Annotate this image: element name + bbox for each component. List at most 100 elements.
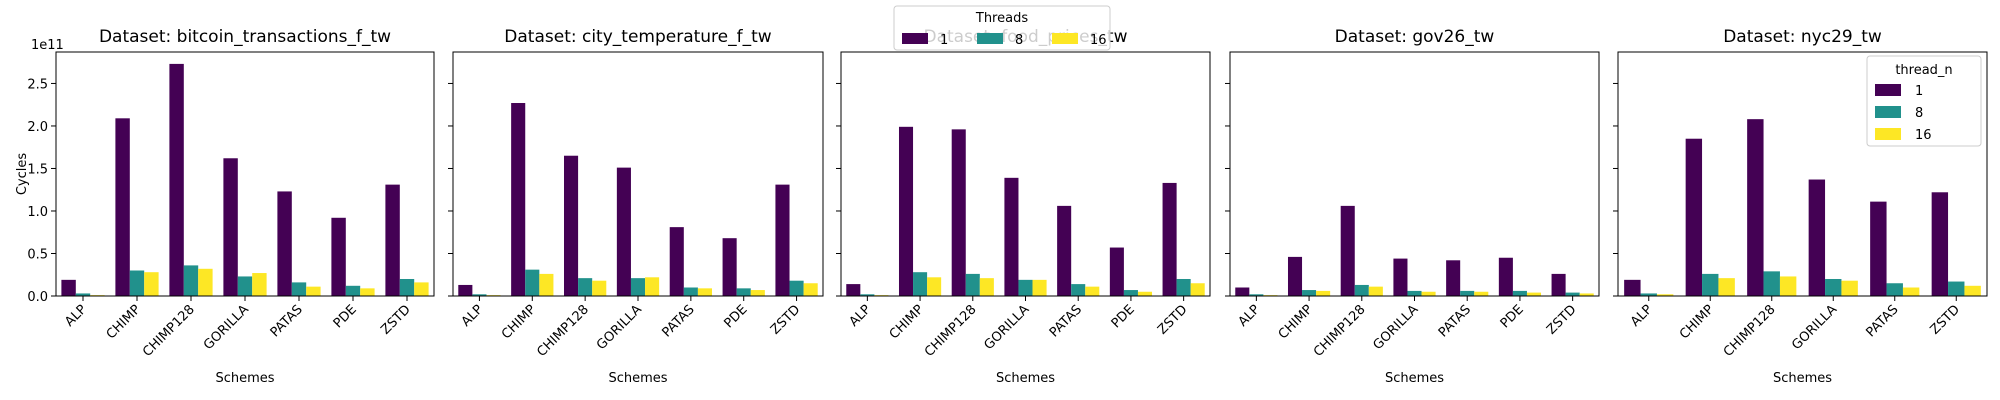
bar — [1109, 247, 1124, 296]
bar — [511, 103, 526, 296]
x-tick-label: PATAS — [1047, 302, 1085, 340]
bar — [1825, 278, 1842, 296]
bar — [144, 272, 159, 296]
bar — [1747, 119, 1764, 297]
x-axis-label: Schemes — [996, 371, 1055, 386]
legend-swatch — [1875, 84, 1901, 96]
legend-swatch — [1875, 128, 1901, 140]
bar — [1287, 256, 1303, 296]
x-tick-label: CHIMP128 — [534, 302, 592, 360]
bar — [951, 129, 966, 296]
legend-label: 1 — [940, 33, 948, 48]
bar — [736, 288, 751, 296]
bar — [472, 294, 487, 296]
bar — [1393, 258, 1408, 296]
bar — [1902, 287, 1920, 296]
subplot-title: Dataset: gov26_tw — [1335, 27, 1495, 47]
bar — [1137, 291, 1153, 296]
bar — [1249, 294, 1264, 296]
bar — [1656, 294, 1674, 296]
bar — [1841, 280, 1858, 296]
bar — [1474, 291, 1489, 296]
bar — [1176, 278, 1191, 296]
legend-label: 8 — [1015, 33, 1023, 48]
bar — [1779, 276, 1797, 296]
bar — [1808, 179, 1826, 296]
bar — [630, 278, 646, 296]
bar — [1302, 290, 1317, 296]
bar — [169, 63, 184, 297]
bar — [965, 273, 980, 296]
bar — [1085, 286, 1100, 296]
bar — [697, 288, 712, 296]
bar — [722, 238, 737, 296]
bar — [1763, 271, 1780, 296]
axes-frame — [1229, 51, 1600, 297]
x-tick-label: ALP — [1236, 302, 1264, 330]
bar — [1702, 273, 1719, 296]
bar — [578, 278, 593, 296]
x-tick-label: CHIMP128 — [1311, 302, 1369, 360]
bar — [927, 277, 942, 296]
bar — [616, 167, 631, 296]
bar — [399, 278, 415, 296]
axes-frame — [452, 51, 824, 297]
bar — [1446, 260, 1461, 296]
bar — [1624, 279, 1641, 296]
x-tick-label: CHIMP — [1276, 302, 1316, 342]
bar — [1162, 182, 1177, 296]
x-tick-label: ALP — [847, 302, 875, 330]
x-axis-label: Schemes — [215, 371, 274, 386]
axes-frame — [55, 51, 435, 297]
x-tick-label: ZSTD — [1928, 302, 1963, 337]
bar — [683, 287, 698, 296]
y-axis-label: Cycles — [15, 153, 30, 196]
x-tick-label: GORILLA — [201, 302, 252, 353]
x-tick-label: CHIMP128 — [922, 302, 980, 360]
x-tick-label: PDE — [721, 302, 750, 331]
x-tick-label: CHIMP128 — [1721, 302, 1779, 360]
bar — [1057, 205, 1072, 296]
global-legend: Threads 1 8 16 — [893, 5, 1111, 51]
bar — [1579, 293, 1594, 296]
bar — [360, 288, 375, 296]
bar — [458, 284, 473, 296]
bar — [1004, 177, 1019, 296]
bar — [237, 276, 253, 296]
axes-frame — [1617, 51, 1988, 297]
x-tick-label: PATAS — [660, 302, 698, 340]
bar — [61, 279, 76, 296]
bar — [860, 294, 875, 296]
bar — [331, 217, 346, 296]
bar — [414, 282, 429, 296]
bar — [252, 273, 267, 296]
y-offset-label: 1e11 — [31, 38, 64, 53]
x-tick-label: ZSTD — [1155, 302, 1190, 337]
bar — [1071, 284, 1086, 296]
x-tick-label: PATAS — [268, 302, 306, 340]
bar — [183, 265, 199, 296]
bar — [306, 286, 321, 296]
bar — [846, 284, 861, 296]
bar — [803, 283, 818, 296]
y-tick-label: 0.5 — [27, 247, 48, 262]
bar — [898, 126, 914, 296]
x-tick-label: GORILLA — [982, 302, 1033, 353]
bar — [1931, 192, 1949, 296]
bar — [775, 184, 790, 296]
x-tick-label: ALP — [1628, 302, 1656, 330]
y-tick-label: 0.0 — [27, 290, 48, 305]
y-tick-label: 2.5 — [27, 77, 48, 92]
x-tick-label: GORILLA — [1789, 302, 1840, 353]
x-tick-label: PATAS — [1436, 302, 1474, 340]
legend-swatch — [977, 33, 1003, 44]
bar — [1407, 290, 1422, 296]
legend-swatch — [1052, 33, 1078, 44]
x-tick-label: ALP — [62, 302, 90, 330]
bar — [1526, 292, 1542, 296]
bar — [277, 191, 292, 296]
bar — [345, 285, 361, 296]
bar — [1421, 291, 1436, 296]
x-axis-label: Schemes — [1773, 371, 1832, 386]
